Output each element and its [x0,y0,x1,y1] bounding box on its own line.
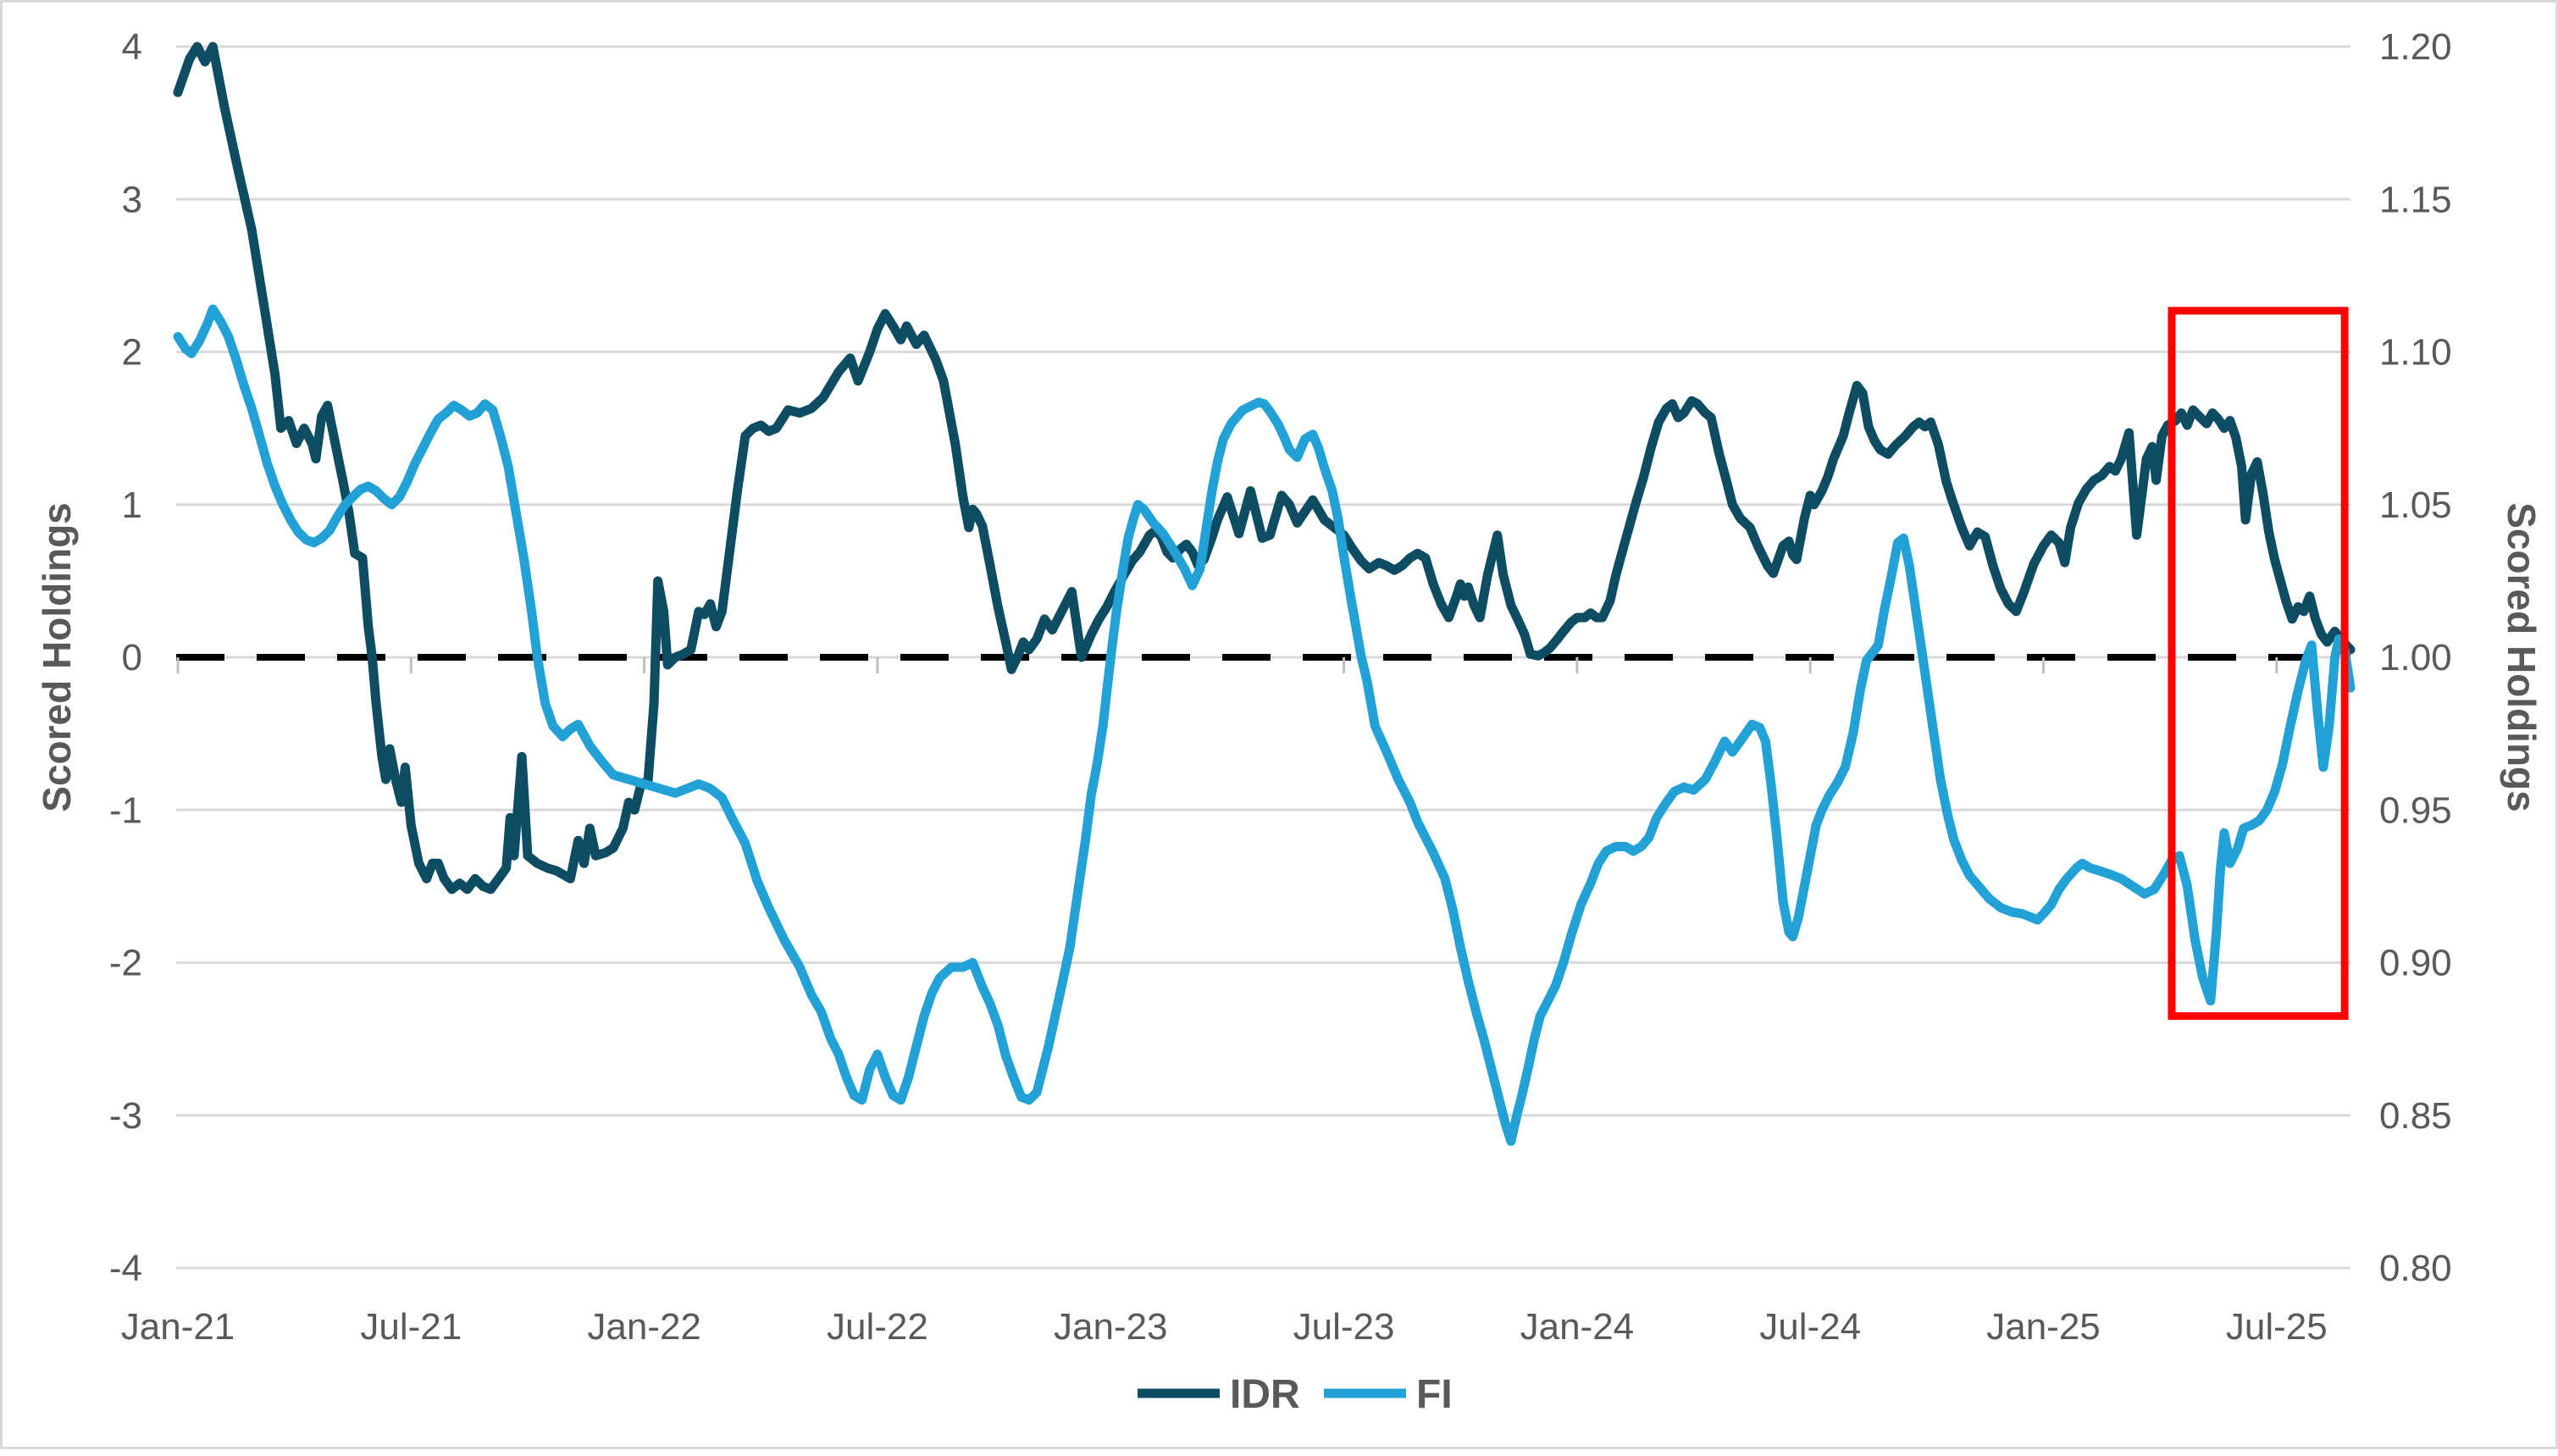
y-axis-right-tick-label: 1.00 [2379,637,2452,678]
x-axis-tick-label: Jul-22 [827,1306,928,1348]
x-axis-tick-label: Jan-23 [1054,1306,1168,1348]
legend-fi-label: FI [1416,1372,1453,1417]
y-axis-right-tick-label: 1.05 [2379,484,2452,526]
y-axis-left-tick-label: -4 [109,1248,142,1289]
y-axis-right-tick-label: 0.95 [2379,789,2452,831]
y-axis-right-tick-label: 1.15 [2379,179,2452,220]
y-axis-right-title: Scored Holdings [2500,502,2544,811]
x-axis-tick-label: Jan-24 [1520,1306,1635,1348]
x-axis-tick-label: Jan-25 [1986,1306,2101,1348]
y-axis-left-tick-label: -1 [109,789,142,831]
legend: IDR FI [1138,1372,1453,1417]
y-axis-left-tick-label: 3 [122,179,142,220]
series-lines [173,42,2356,1146]
y-axis-left-tick-label: -2 [109,943,142,984]
x-axis-tick-label: Jul-25 [2226,1306,2328,1348]
x-axis-tick-label: Jul-24 [1759,1306,1861,1348]
x-axis-tick-label: Jul-23 [1293,1306,1395,1348]
y-axis-right-tick-labels: 1.20 1.15 1.10 1.05 1.00 0.95 0.90 0.85 0.80 [2379,26,2452,1289]
y-axis-right-tick-label: 0.90 [2379,943,2452,984]
y-axis-left-tick-label: 1 [122,484,142,526]
x-axis-tick-label: Jul-21 [360,1306,462,1348]
series-line-fi [173,304,2356,1146]
red-highlight-box [2168,307,2349,1021]
x-axis-tick-label: Jan-21 [121,1306,235,1348]
y-axis-left-tick-label: -3 [109,1095,142,1137]
y-axis-right-tick-label: 1.20 [2379,26,2452,68]
x-axis-tick-label: Jan-22 [587,1306,701,1348]
y-axis-left-tick-label: 4 [122,26,142,68]
y-axis-left-tick-labels: 4 3 2 1 0 -1 -2 -3 -4 [109,26,142,1289]
y-axis-right-tick-label: 0.85 [2379,1095,2452,1137]
y-axis-left-tick-label: 0 [122,637,142,678]
x-axis-tick-labels: Jan-21 Jul-21 Jan-22 Jul-22 Jan-23 Jul-23 Jan-… [121,1306,2328,1348]
y-axis-right-tick-label: 1.10 [2379,332,2452,374]
legend-idr-label: IDR [1230,1372,1300,1417]
scored-holdings-line-chart: 4 3 2 1 0 -1 -2 -3 -4 1.20 1.15 1.10 1.05 1.00 0.95 0.… [35,26,2544,1417]
y-axis-left-tick-label: 2 [122,332,142,374]
y-axis-left-title: Scored Holdings [35,502,79,811]
y-axis-right-tick-label: 0.80 [2379,1248,2452,1289]
zero-baseline [176,654,2350,673]
series-line-idr [173,42,2356,894]
